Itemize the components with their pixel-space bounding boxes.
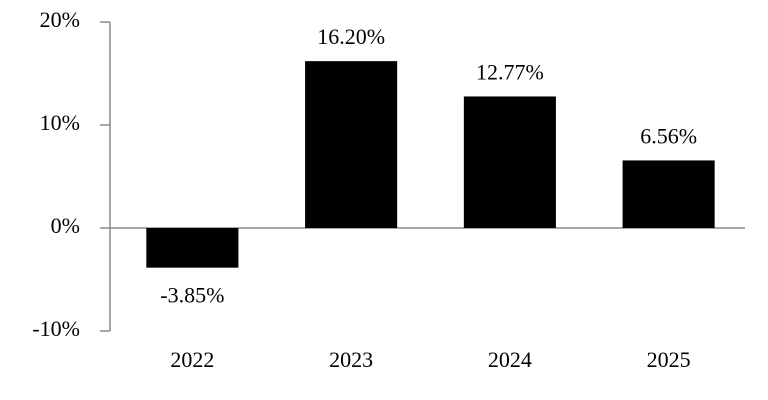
- y-tick-label: 10%: [40, 110, 80, 135]
- bar: [463, 96, 556, 229]
- value-label: 6.56%: [640, 123, 697, 148]
- bar: [622, 160, 715, 228]
- y-tick-label: 0%: [51, 213, 80, 238]
- x-tick-label: 2022: [170, 347, 214, 372]
- bar: [146, 228, 239, 268]
- bar: [305, 61, 398, 228]
- x-tick-label: 2025: [647, 347, 691, 372]
- y-tick-label: 20%: [40, 7, 80, 32]
- value-label: -3.85%: [160, 283, 224, 308]
- x-tick-label: 2024: [488, 347, 532, 372]
- value-label: 16.20%: [317, 24, 385, 49]
- y-tick-label: -10%: [32, 316, 80, 341]
- value-label: 12.77%: [476, 60, 544, 85]
- x-tick-label: 2023: [329, 347, 373, 372]
